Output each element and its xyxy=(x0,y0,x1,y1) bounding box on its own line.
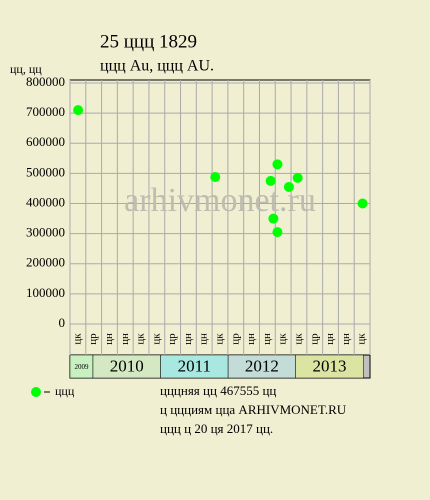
period-label: цн xyxy=(103,333,115,345)
period-label: цк xyxy=(214,333,226,345)
period-label: цк xyxy=(292,333,304,345)
period-label: цр xyxy=(166,333,178,345)
y-tick-label: 100000 xyxy=(26,285,65,300)
year-label: 2010 xyxy=(110,356,144,375)
year-label: 2009 xyxy=(74,363,89,371)
footer-line: ц ццциям цца ARHIVMONET.RU xyxy=(160,402,347,417)
y-tick-label: 600000 xyxy=(26,134,65,149)
period-label: цн xyxy=(340,333,352,345)
point xyxy=(272,159,283,170)
period-label: цр xyxy=(229,333,241,345)
y-tick-label: 200000 xyxy=(26,255,65,270)
period-label: цн xyxy=(119,333,131,345)
chart-subtitle: ццц Au, ццц AU. xyxy=(100,58,214,75)
period-label: цк xyxy=(150,333,162,345)
period-label: цр xyxy=(308,333,320,345)
period-label: цк xyxy=(277,333,289,345)
period-label: цн xyxy=(261,333,273,345)
period-label: цн xyxy=(245,333,257,345)
y-tick-label: 500000 xyxy=(26,164,65,179)
y-tick-label: 400000 xyxy=(26,194,65,209)
year-band xyxy=(295,354,364,379)
year-label: 2013 xyxy=(312,356,346,375)
year-label: 2012 xyxy=(245,356,279,375)
legend-marker xyxy=(31,387,41,397)
y-unit-label: цц, цц xyxy=(10,62,42,76)
period-label: цн xyxy=(182,333,194,345)
point xyxy=(210,171,221,182)
period-label: цн xyxy=(324,333,336,345)
watermark: arhivmonet.ru xyxy=(124,182,316,219)
period-label: цк xyxy=(71,333,83,345)
point xyxy=(268,213,279,224)
footer-line: цццняя цц 467555 цц xyxy=(160,383,276,398)
point xyxy=(357,198,368,209)
period-label: цн xyxy=(198,333,210,345)
point xyxy=(292,172,303,183)
chart-title: 25 ццц 1829 xyxy=(100,31,197,52)
y-tick-label: 300000 xyxy=(26,225,65,240)
year-label: 2011 xyxy=(178,356,211,375)
period-label: цк xyxy=(135,333,147,345)
point xyxy=(283,181,294,192)
period-label: цр xyxy=(87,333,99,345)
y-tick-label: 800000 xyxy=(26,74,65,89)
footer-line: ццц ц 20 ця 2017 цц. xyxy=(160,421,273,436)
point xyxy=(265,175,276,186)
point xyxy=(73,105,84,116)
y-tick-label: 700000 xyxy=(26,104,65,119)
legend-label: ццц xyxy=(55,384,75,398)
period-label: цк xyxy=(356,333,368,345)
point xyxy=(272,227,283,238)
y-tick-label: 0 xyxy=(59,315,66,330)
